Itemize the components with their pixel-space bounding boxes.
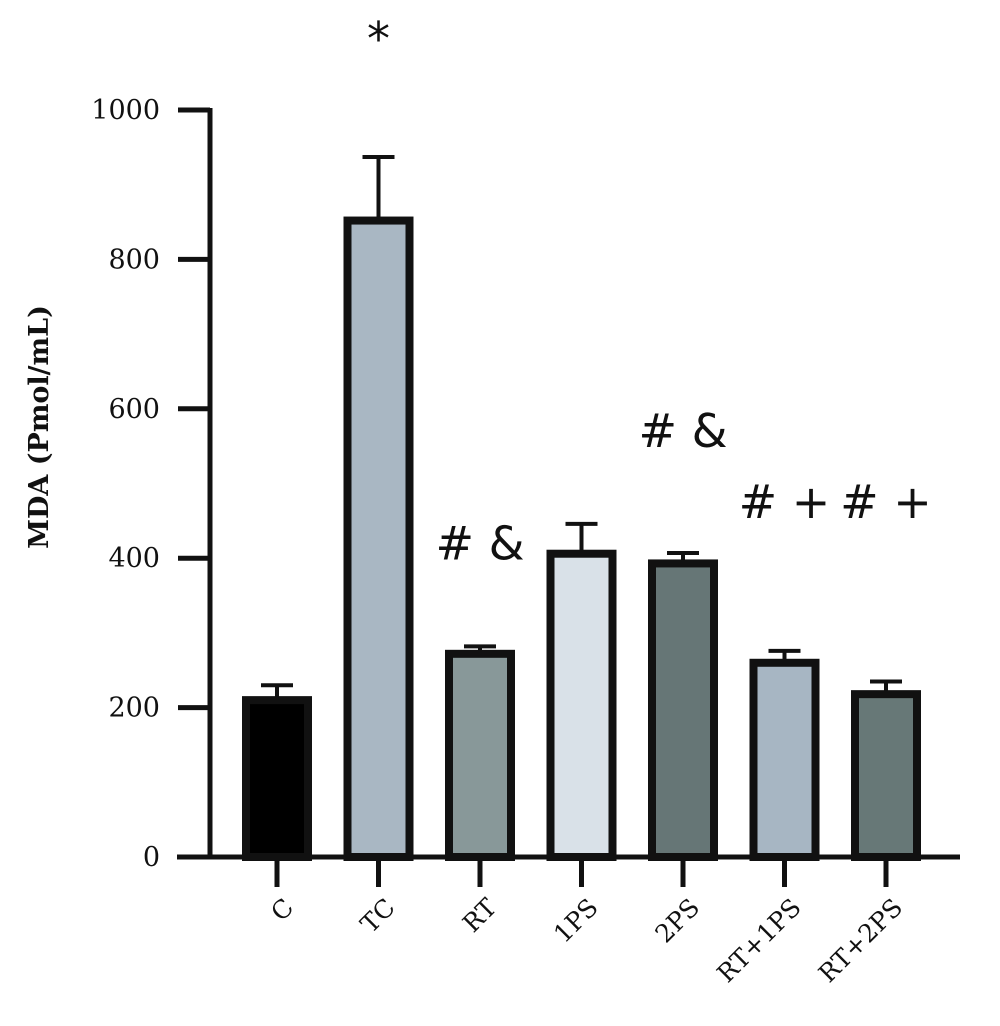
- bar-tc: [343, 216, 414, 861]
- y-tick-label: 800: [108, 244, 160, 275]
- significance-annotation: *: [367, 12, 390, 66]
- significance-annotation: # &: [638, 404, 727, 458]
- x-tick-label: 1PS: [548, 893, 604, 949]
- bar-rt-1ps: [749, 658, 820, 862]
- x-tick-label: 2PS: [649, 893, 705, 949]
- x-tick-label: RT+1PS: [711, 893, 806, 988]
- y-tick-label: 600: [108, 394, 160, 425]
- y-tick-label: 1000: [91, 95, 160, 126]
- x-tick-label: RT: [457, 893, 503, 939]
- x-tick-label: RT+2PS: [813, 893, 908, 988]
- bar-rt-2ps: [851, 690, 921, 861]
- y-tick-label: 200: [108, 693, 160, 724]
- significance-annotation: # +: [739, 475, 831, 529]
- x-tick-label: TC: [355, 893, 401, 939]
- y-tick-label: 0: [143, 842, 160, 873]
- y-axis-title: MDA (Pmol/mL): [24, 305, 55, 549]
- significance-annotation: # +: [840, 475, 932, 529]
- y-tick-label: 400: [108, 543, 160, 574]
- bar-1ps: [546, 549, 617, 862]
- significance-annotation: # &: [435, 516, 524, 570]
- bar-2ps: [648, 559, 718, 862]
- bar-rt: [445, 649, 515, 861]
- bar-c: [242, 696, 312, 861]
- x-tick-label: C: [265, 893, 299, 927]
